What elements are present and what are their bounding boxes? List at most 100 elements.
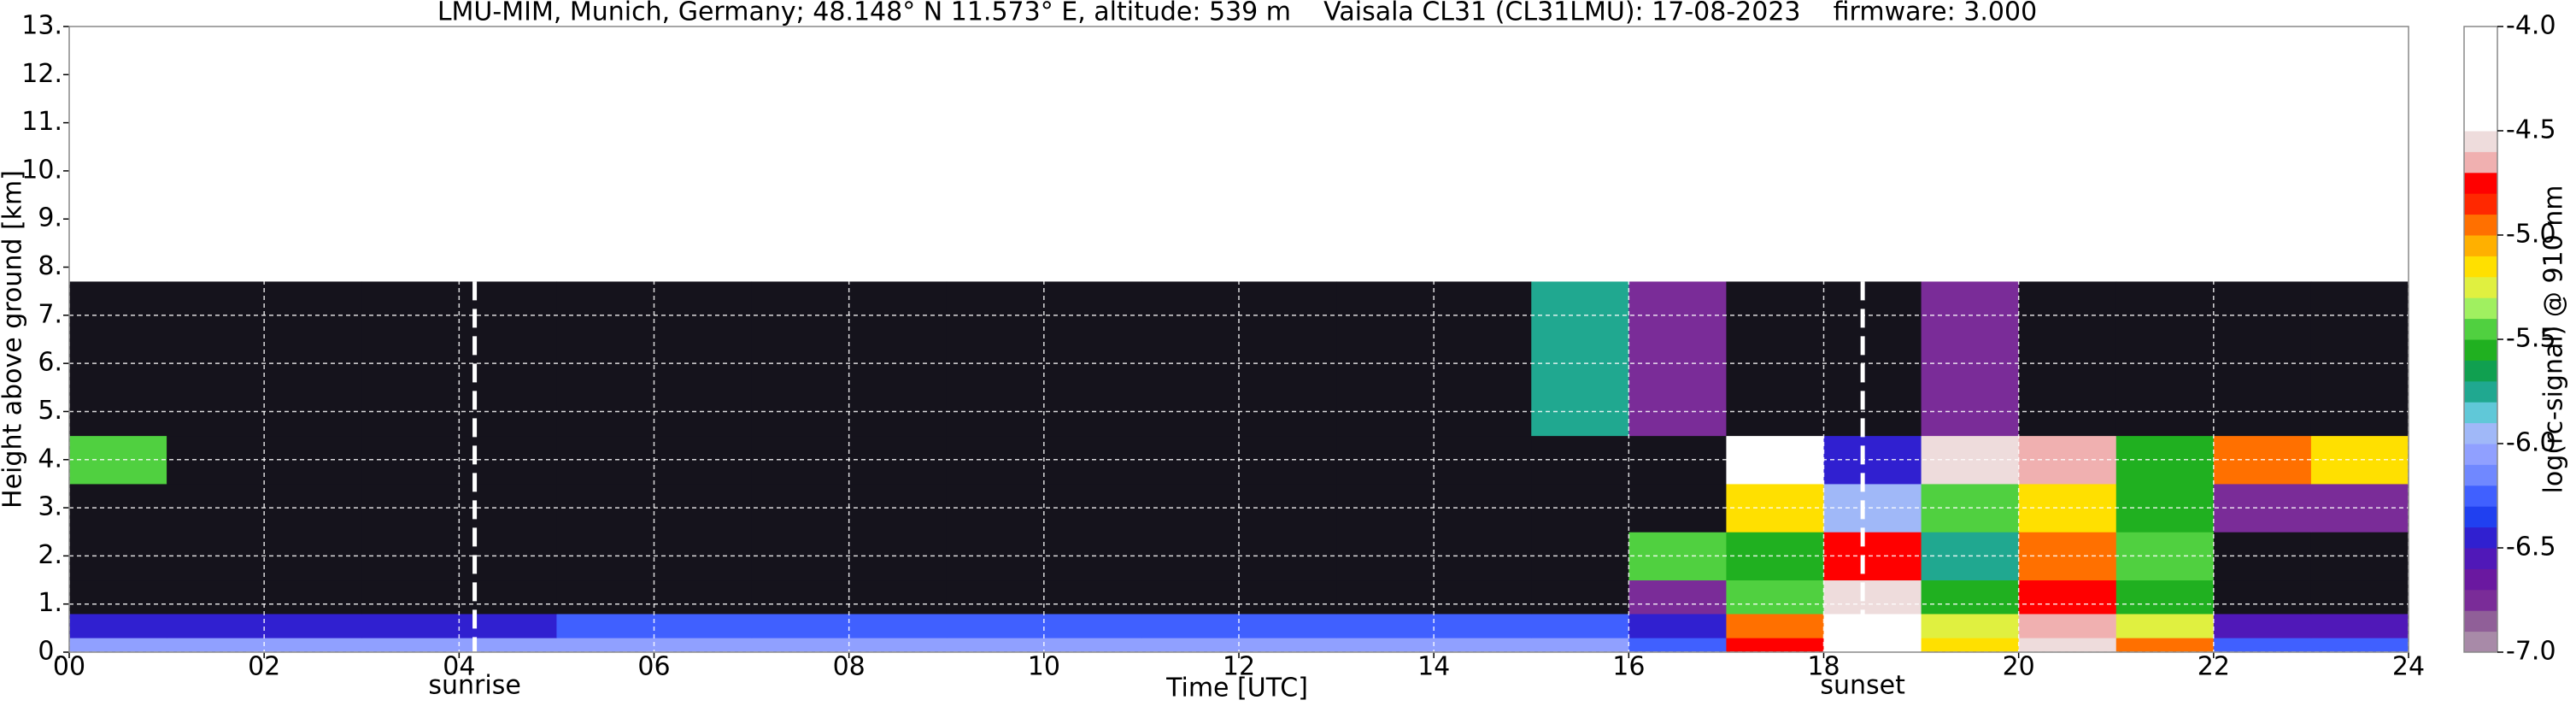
heatmap-cell [946,613,1045,638]
heatmap-cell [264,580,362,615]
colorbar-band [2464,89,2497,111]
heatmap-cell [2213,638,2312,653]
heatmap-cell [556,281,654,437]
heatmap-cell [848,638,948,653]
heatmap-cell [459,281,557,437]
x-tick-label: 24 [2392,652,2425,682]
heatmap-cell [1531,638,1629,653]
colorbar-band [2464,610,2497,632]
heatmap-cell [361,580,460,615]
heatmap-cell [1628,638,1727,653]
heatmap-cell [459,638,557,653]
heatmap-cell [2213,613,2312,638]
heatmap-cell [1921,281,2020,437]
colorbar-band [2464,485,2497,507]
heatmap-cell [264,638,362,653]
colorbar-band [2464,276,2497,298]
colorbar-band [2464,548,2497,569]
colorbar-band [2464,422,2497,444]
colorbar-band [2464,256,2497,278]
heatmap-cell [2115,580,2215,615]
heatmap-cell [1336,580,1435,615]
heatmap-cell [1628,281,1727,437]
colorbar-band [2464,444,2497,465]
heatmap-cell [1823,638,1922,653]
heatmap-cell [654,613,753,638]
colorbar-band [2464,339,2497,361]
heatmap-cell [2018,580,2117,615]
heatmap-cell [654,638,753,653]
colorbar-band [2464,151,2497,174]
colorbar-band [2464,506,2497,528]
heatmap-cell [1726,613,1824,638]
x-tick-label: 16 [1612,652,1645,682]
heatmap-cell [946,580,1045,615]
y-tick-label: 9. [38,203,62,233]
colorbar-tick-label: -5.0 [2506,220,2556,250]
heatmap-cell [1921,580,2020,615]
heatmap-cell [69,638,167,653]
heatmap-cell [556,638,654,653]
heatmap-cell [1628,580,1727,615]
x-tick-label: 08 [833,652,866,682]
heatmap-cell [1239,638,1337,653]
y-tick-label: 8. [38,251,62,281]
heatmap-cell [1921,613,2020,638]
heatmap-cell [1043,580,1142,615]
y-tick-label: 0. [38,637,62,667]
heatmap-cell [946,638,1045,653]
colorbar-band [2464,568,2497,591]
heatmap-cell [1434,580,1532,615]
heatmap-cell [69,281,167,437]
chart-title: LMU-MIM, Munich, Germany; 48.148° N 11.5… [437,0,2037,27]
heatmap-cell [751,281,850,437]
heatmap-cell [1823,580,1922,615]
x-tick-label: 00 [53,652,85,682]
heatmap-cell [1043,638,1142,653]
y-tick-label: 5. [38,396,62,426]
heatmap-cell [2310,281,2409,437]
heatmap-cell [2018,281,2117,437]
y-tick-label: 11. [21,107,62,137]
heatmap-cell [1239,613,1337,638]
x-tick-label: 06 [637,652,670,682]
colorbar-band [2464,26,2497,48]
heatmap-cell [2213,580,2312,615]
heatmap-cell [2310,613,2409,638]
y-tick-label: 2. [38,540,62,570]
y-axis-label: Height above ground [km] [0,170,28,509]
heatmap-cell [556,580,654,615]
heatmap-cell [2115,281,2215,437]
colorbar-band [2464,172,2497,194]
x-tick-label: 04 [443,652,475,682]
heatmap-cell [1823,613,1922,638]
heatmap-cell [1726,638,1824,653]
heatmap-cell [1434,281,1532,437]
heatmap-cell [2115,613,2215,638]
annotation-label: sunrise [428,671,520,701]
colorbar-band [2464,527,2497,549]
heatmap-cell [1141,580,1240,615]
heatmap-cell [1239,281,1337,437]
colorbar-band [2464,360,2497,382]
heatmap-cell [848,281,948,437]
heatmap-cell [264,613,362,638]
heatmap-cell [2310,638,2409,653]
x-tick-label: 10 [1028,652,1060,682]
colorbar-tick-label: -6.5 [2506,532,2556,562]
heatmap-cell [1336,638,1435,653]
colorbar-label: log(rc-signal) @ 910 nm [2539,185,2569,494]
x-axis-label: Time [UTC] [1165,674,1308,703]
heatmap-cell [2115,638,2215,653]
heatmap-cell [264,281,362,437]
x-tick-label: 18 [1807,652,1840,682]
heatmap-cell [654,281,753,437]
heatmap-cell [1043,281,1142,437]
heatmap-cell [167,580,265,615]
y-tick-label: 13. [21,11,62,41]
heatmap-cell [946,281,1045,437]
y-tick-label: 10. [21,155,62,185]
colorbar-band [2464,131,2497,152]
